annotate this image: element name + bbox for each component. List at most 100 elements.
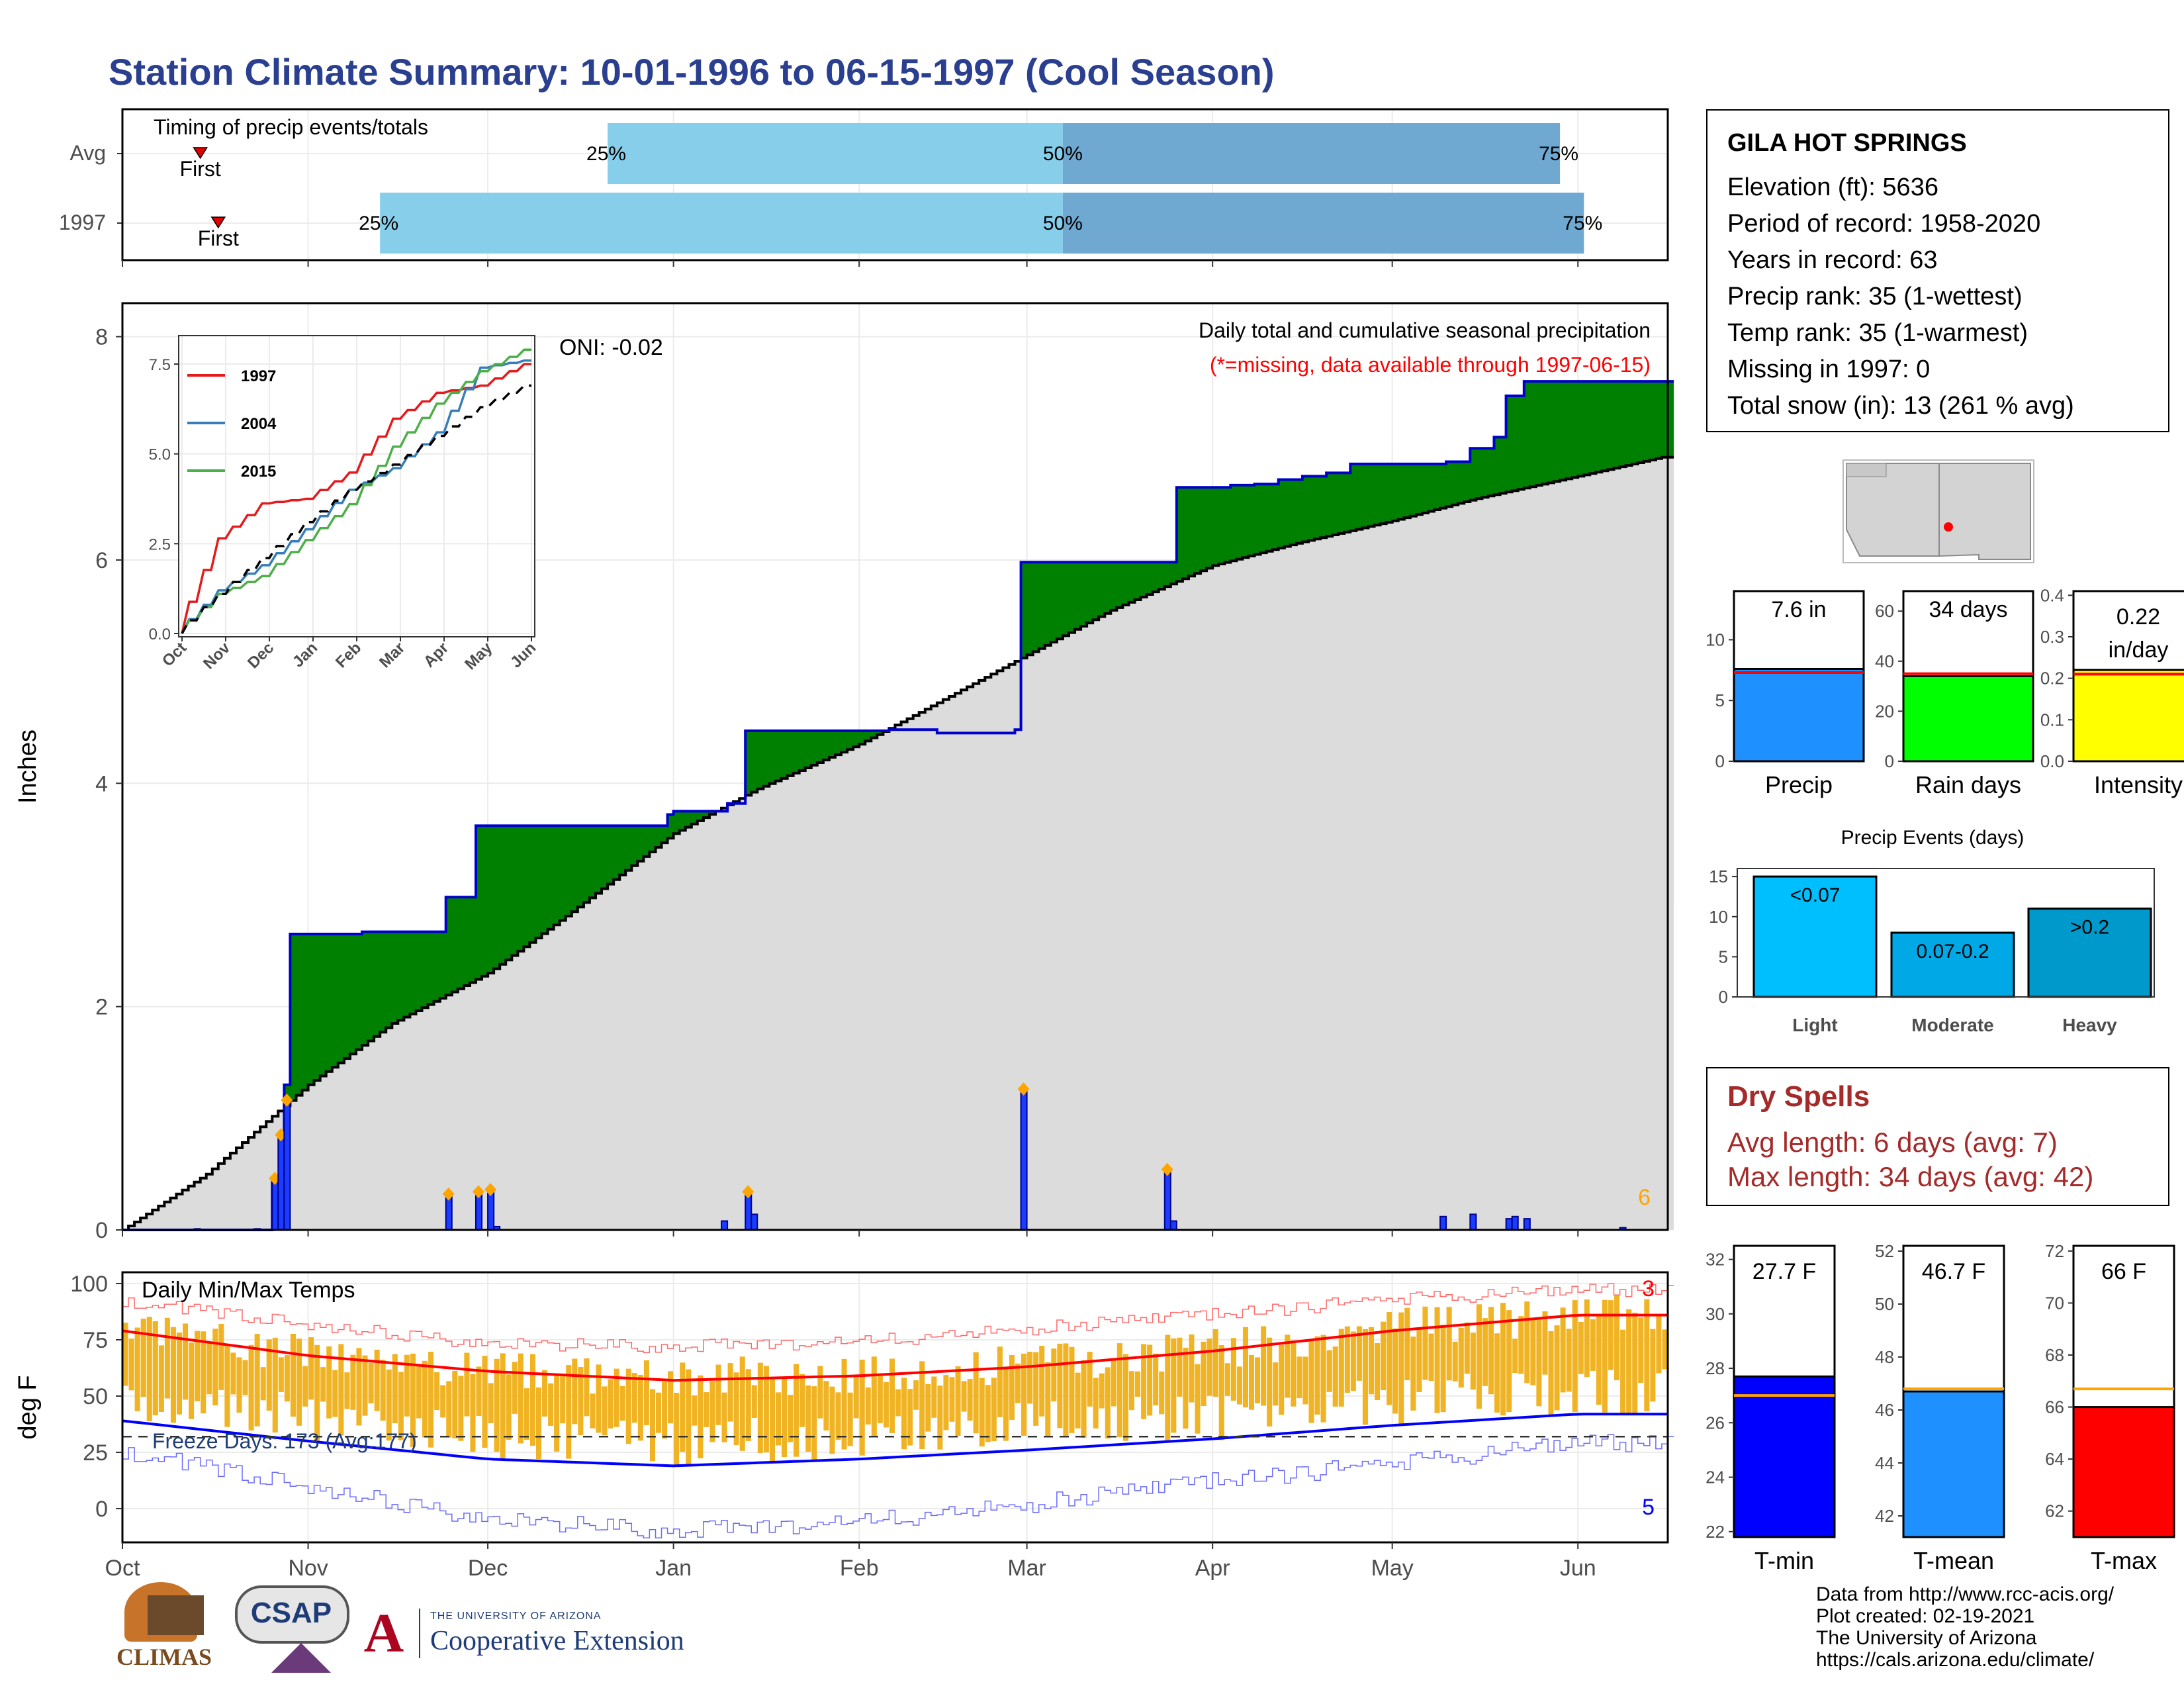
daily-temp-bar xyxy=(434,1372,440,1411)
daily-temp-bar xyxy=(1362,1329,1368,1425)
timing-bar-50-75 xyxy=(1062,123,1561,184)
daily-temp-bar xyxy=(428,1352,434,1448)
station-name: GILA HOT SPRINGS xyxy=(1727,129,1967,157)
station-info-box: GILA HOT SPRINGS Elevation (ft): 5636 Pe… xyxy=(1706,109,2169,432)
y-tick-label: 0 xyxy=(95,1497,108,1522)
y-tick-label: 100 xyxy=(70,1272,108,1297)
daily-temp-bar xyxy=(578,1367,584,1436)
dry-spells-title: Dry Spells xyxy=(1727,1080,1870,1113)
daily-marker xyxy=(742,1185,754,1199)
daily-temp-bar xyxy=(386,1369,392,1441)
daily-temp-bar xyxy=(1033,1352,1039,1426)
daily-temp-bar xyxy=(392,1354,398,1424)
daily-temp-bar xyxy=(1189,1334,1195,1403)
daily-temp-bar xyxy=(715,1364,721,1425)
daily-precip-bar xyxy=(271,1179,279,1231)
dry-spells-avg: Avg length: 6 days (avg: 7) xyxy=(1727,1127,2058,1158)
daily-temp-bar xyxy=(374,1349,380,1411)
daily-temp-bar xyxy=(733,1372,739,1446)
y-tick-label: 8 xyxy=(95,325,108,350)
daily-temp-bar xyxy=(1057,1343,1063,1429)
daily-temp-bar xyxy=(1015,1363,1021,1403)
daily-temp-bar xyxy=(164,1317,170,1399)
legend-label: 1997 xyxy=(241,367,276,385)
small-bar-value-label: 7.6 in xyxy=(1771,597,1826,622)
daily-precip-bar xyxy=(1020,1090,1028,1231)
daily-temp-bar xyxy=(1171,1338,1177,1433)
daily-precip-bar xyxy=(745,1192,752,1231)
small-bar-tick: 10 xyxy=(1706,630,1725,649)
daily-temp-bar xyxy=(1236,1366,1242,1405)
daily-temp-bar xyxy=(788,1395,794,1442)
temp-bar-tick: 42 xyxy=(1875,1506,1894,1526)
daily-temp-bar xyxy=(464,1352,470,1417)
daily-temp-bar xyxy=(1248,1354,1255,1410)
daily-temp-bar xyxy=(1338,1329,1344,1407)
daily-temp-bar xyxy=(680,1362,686,1452)
daily-temp-bar xyxy=(794,1364,799,1457)
freeze-days-label: Freeze Days: 173 (Avg:177) xyxy=(152,1429,417,1453)
daily-temp-bar xyxy=(1332,1346,1338,1407)
daily-temp-bar xyxy=(686,1369,692,1465)
small-bar-value-label: 34 days xyxy=(1929,597,2007,622)
daily-temp-bar xyxy=(1644,1299,1650,1412)
daily-precip-bar xyxy=(751,1213,758,1231)
daily-temp-bar xyxy=(949,1377,955,1422)
daily-temp-bar xyxy=(1147,1344,1153,1416)
daily-temp-bar xyxy=(1135,1371,1141,1397)
daily-temp-bar xyxy=(1506,1310,1512,1413)
small-bar-value xyxy=(2072,669,2184,763)
daily-temp-bar xyxy=(1105,1367,1111,1439)
event-bar xyxy=(2027,908,2152,998)
daily-temp-bar xyxy=(416,1366,422,1419)
x-tick-label: Jan xyxy=(655,1556,692,1581)
daily-temp-bar xyxy=(1416,1329,1422,1393)
daily-temp-bar xyxy=(1218,1344,1224,1440)
x-tick-label: May xyxy=(1371,1556,1414,1581)
daily-temp-bar xyxy=(1279,1344,1285,1415)
average-area xyxy=(122,457,1674,1230)
y-axis-label: deg F xyxy=(14,1375,42,1439)
daily-temp-bar xyxy=(1464,1322,1470,1374)
daily-temp-bar xyxy=(1320,1335,1326,1423)
daily-temp-bar xyxy=(913,1380,919,1410)
daily-temp-bar xyxy=(1230,1338,1236,1401)
daily-temp-bar xyxy=(1326,1350,1332,1392)
daily-temp-bar xyxy=(1387,1311,1392,1405)
daily-temp-bar xyxy=(1224,1363,1230,1396)
daily-temp-bar xyxy=(1285,1335,1291,1398)
daily-temp-bar xyxy=(500,1353,506,1458)
daily-temp-bar xyxy=(1590,1319,1596,1371)
daily-temp-bar xyxy=(1542,1311,1548,1375)
daily-temp-bar xyxy=(608,1379,614,1429)
events-tick: 5 xyxy=(1719,947,1728,966)
daily-temp-bar xyxy=(554,1375,560,1452)
daily-temp-bar xyxy=(488,1383,494,1423)
daily-temp-bar xyxy=(1128,1371,1135,1411)
small-bar-value-label: 0.22 xyxy=(2116,604,2160,630)
temp-bar-tick: 46 xyxy=(1875,1400,1894,1420)
daily-temp-bar xyxy=(1242,1327,1248,1408)
small-bar-label: Rain days xyxy=(1915,771,2021,798)
daily-temp-bar xyxy=(452,1371,458,1438)
x-tick-label: Jun xyxy=(1560,1556,1596,1581)
daily-temp-bar xyxy=(476,1366,482,1416)
daily-temp-bar xyxy=(757,1362,763,1453)
daily-temp-bar xyxy=(895,1389,901,1417)
daily-temp-bar xyxy=(1584,1299,1590,1378)
daily-temp-bar xyxy=(1482,1318,1488,1386)
daily-temp-bar xyxy=(698,1375,704,1459)
event-category: Moderate xyxy=(1911,1015,1993,1035)
daily-temp-bar xyxy=(1302,1356,1308,1405)
daily-temp-bar xyxy=(128,1338,134,1391)
daily-temp-bar xyxy=(1081,1360,1087,1438)
daily-temp-bar xyxy=(422,1360,428,1438)
inset-y-tick: 2.5 xyxy=(149,536,171,553)
location-map xyxy=(1843,459,2034,563)
daily-temp-bar xyxy=(1116,1343,1122,1438)
daily-temp-bar xyxy=(925,1383,931,1432)
temp-bar-tick: 62 xyxy=(2045,1501,2064,1521)
daily-temp-bar xyxy=(183,1323,189,1400)
climas-logo-text: CLIMAS xyxy=(116,1644,212,1670)
daily-temp-bar xyxy=(727,1363,733,1422)
